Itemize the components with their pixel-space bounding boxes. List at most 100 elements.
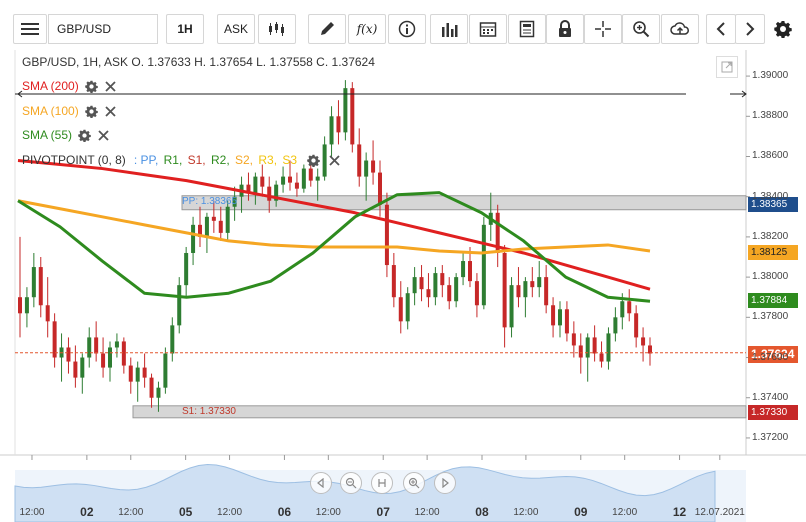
pivot-legend-item: R1, <box>163 153 186 167</box>
template-button[interactable] <box>508 14 546 44</box>
x-tick-label: 08 <box>475 505 489 519</box>
candle-body <box>156 387 161 398</box>
candle-body <box>66 347 71 362</box>
candle-body <box>433 273 438 298</box>
pivot-legend-item: R3, <box>258 153 281 167</box>
candle-body <box>73 361 78 378</box>
timeframe-button[interactable]: 1H <box>166 14 204 44</box>
arrow-right-icon <box>741 90 747 98</box>
candle-body <box>191 224 196 253</box>
gear-icon[interactable] <box>84 80 98 93</box>
symbol-text: GBP/USD <box>57 22 112 36</box>
indicator-sma200[interactable]: SMA (200) <box>22 79 117 93</box>
indicator-label: PIVOTPOINT (0, 8) <box>22 153 126 167</box>
candle-body <box>634 313 639 338</box>
indicator-button[interactable]: f(x) <box>348 14 386 44</box>
scroll-left-button[interactable] <box>310 472 332 494</box>
candle-body <box>288 176 292 183</box>
fullscreen-button[interactable] <box>716 56 738 78</box>
ohlc-readout: GBP/USD, 1H, ASK O. 1.37633 H. 1.37654 L… <box>22 55 375 69</box>
pivot-legend-items: : PP, R1, S1, R2, S2, R3, S3 <box>134 153 299 167</box>
zoom-out-button[interactable] <box>340 472 362 494</box>
price-chart[interactable] <box>0 50 806 522</box>
candle-body <box>329 116 334 145</box>
candle-body <box>613 317 618 334</box>
x-tick-label: 05 <box>178 505 193 519</box>
zoom-in-button[interactable] <box>403 472 425 494</box>
chart-area[interactable]: 1.38365 1.38125 1.37884 1.37624 1.37330 12:0… <box>0 50 806 522</box>
indicator-sma55[interactable]: SMA (55) <box>22 128 110 142</box>
candle-body <box>218 220 223 233</box>
function-icon: f(x) <box>356 22 378 36</box>
scroll-right-button[interactable] <box>434 472 456 494</box>
candle-body <box>384 204 389 266</box>
candle-body <box>412 277 417 294</box>
gear-icon[interactable] <box>84 105 98 118</box>
candle-body <box>246 184 251 193</box>
indicator-pivotpoint[interactable]: PIVOTPOINT (0, 8) : PP, R1, S1, R2, S2, … <box>22 153 343 167</box>
close-icon[interactable] <box>104 80 117 93</box>
price-type-button[interactable]: ASK <box>217 14 255 44</box>
close-icon[interactable] <box>97 129 110 142</box>
price-tag: 1.37884 <box>748 293 798 309</box>
gear-icon[interactable] <box>78 129 91 142</box>
candle-body <box>627 301 632 314</box>
candles <box>18 80 652 412</box>
pivot-zones <box>132 195 747 419</box>
draw-tool-button[interactable] <box>308 14 346 44</box>
symbol-input[interactable]: GBP/USD <box>48 14 158 44</box>
candle-body <box>322 144 327 177</box>
candle-body <box>447 285 452 302</box>
lock-button[interactable] <box>546 14 584 44</box>
x-tick-label: 12.07.2021 <box>694 507 745 518</box>
sma100-line <box>17 199 651 255</box>
gear-icon[interactable] <box>307 154 320 167</box>
candle-body <box>149 377 154 398</box>
calendar-button[interactable] <box>469 14 507 44</box>
pivot-legend-item: S2, <box>235 153 257 167</box>
bars-icon <box>442 23 458 37</box>
crosshair-button[interactable] <box>584 14 622 44</box>
reset-zoom-button[interactable] <box>371 472 393 494</box>
y-tick-label: 1.39000 <box>752 70 789 82</box>
settings-button[interactable] <box>768 14 798 44</box>
volume-button[interactable] <box>430 14 468 44</box>
price-tag: 1.38365 <box>748 196 798 212</box>
menu-button[interactable] <box>13 14 47 44</box>
pp-zone <box>181 195 747 211</box>
candle-body <box>121 341 126 366</box>
x-tick-label: 12:00 <box>217 507 243 518</box>
chart-type-button[interactable] <box>258 14 296 44</box>
candle-body <box>530 281 535 288</box>
indicator-sma100[interactable]: SMA (100) <box>22 104 117 118</box>
candles-icon <box>269 22 284 36</box>
candle-body <box>641 337 646 346</box>
candle-body <box>94 337 99 354</box>
candle-body <box>343 88 348 133</box>
y-tick-label: 1.38200 <box>752 230 789 242</box>
grid <box>0 50 806 460</box>
x-tick-label: 12:00 <box>315 507 341 518</box>
candle-body <box>454 277 459 302</box>
crosshair-icon <box>595 21 611 37</box>
x-tick-label: 07 <box>376 505 390 519</box>
zoom-button[interactable] <box>622 14 660 44</box>
forward-button[interactable] <box>735 14 765 44</box>
close-icon[interactable] <box>328 154 341 167</box>
candle-body <box>232 196 237 207</box>
candle-body <box>523 281 528 298</box>
back-button[interactable] <box>706 14 736 44</box>
close-icon[interactable] <box>104 105 117 118</box>
info-button[interactable] <box>388 14 426 44</box>
candle-body <box>398 297 403 322</box>
candle-body <box>474 281 479 306</box>
pivot-legend-item: S1, <box>187 153 209 167</box>
y-tick-label: 1.37800 <box>752 311 789 323</box>
candle-body <box>177 285 182 326</box>
candle-body <box>142 367 147 378</box>
candle-body <box>108 347 112 368</box>
candle-body <box>391 265 396 298</box>
candle-body <box>585 337 590 358</box>
cloud-button[interactable] <box>661 14 699 44</box>
candle-body <box>294 182 299 189</box>
